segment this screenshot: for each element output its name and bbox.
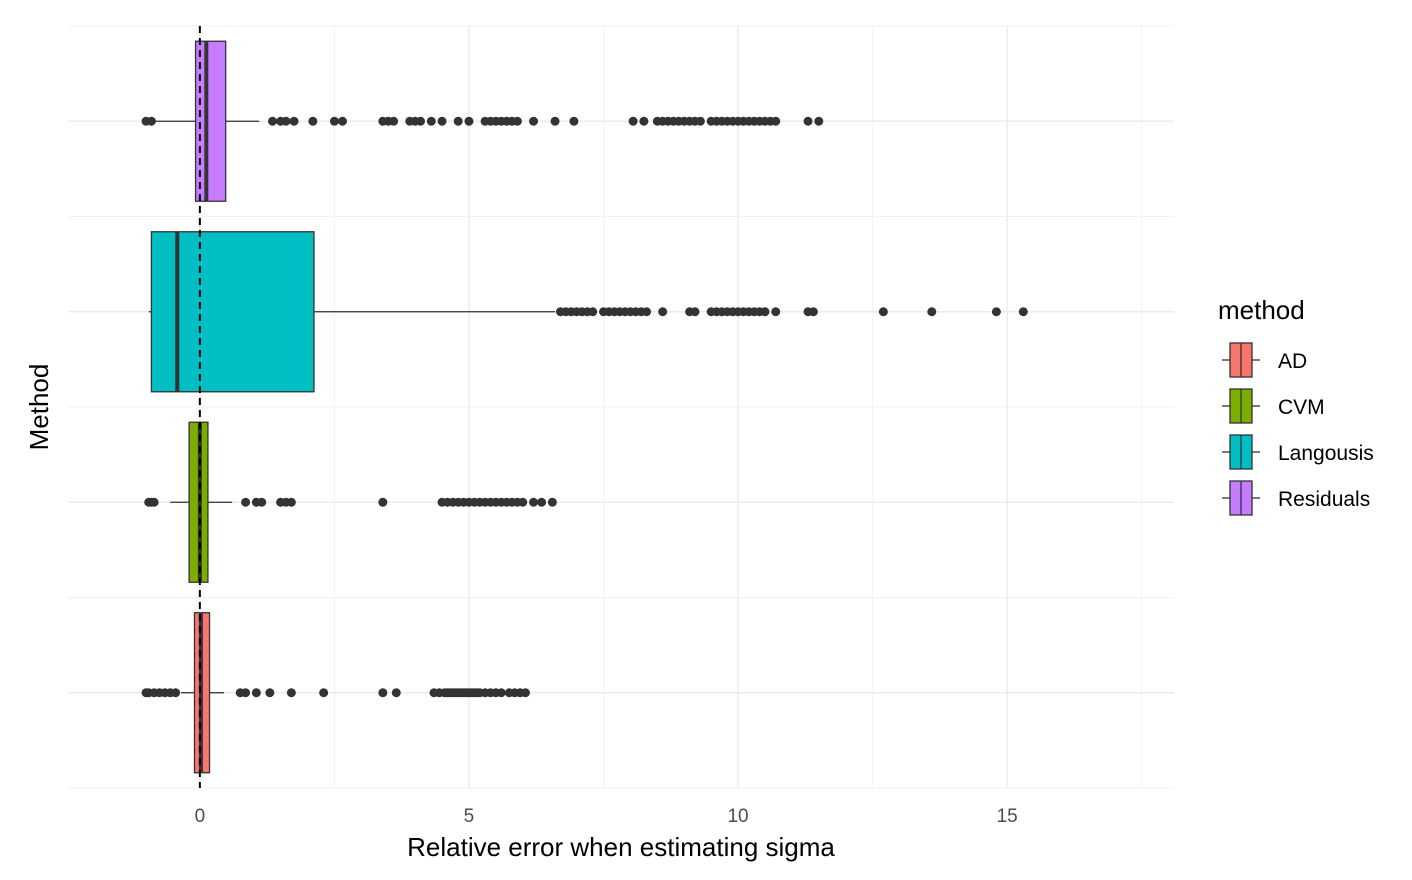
legend-label: CVM bbox=[1278, 396, 1325, 419]
outlier-point bbox=[416, 116, 426, 126]
legend-label: Langousis bbox=[1278, 442, 1374, 465]
outlier-point bbox=[1018, 307, 1028, 317]
outlier-point bbox=[814, 116, 824, 126]
outlier-point bbox=[241, 497, 251, 507]
legend-label: AD bbox=[1278, 350, 1307, 373]
outlier-point bbox=[329, 116, 339, 126]
outlier-point bbox=[547, 497, 557, 507]
box-cvm bbox=[144, 421, 557, 583]
outlier-point bbox=[639, 116, 649, 126]
legend-item-cvm: CVM bbox=[1222, 388, 1325, 424]
outlier-point bbox=[378, 688, 388, 698]
legend-title: method bbox=[1218, 295, 1305, 325]
outlier-point bbox=[146, 116, 156, 126]
outlier-point bbox=[512, 116, 522, 126]
outlier-point bbox=[588, 307, 598, 317]
outlier-point bbox=[308, 116, 318, 126]
outlier-point bbox=[878, 307, 888, 317]
outlier-point bbox=[537, 497, 547, 507]
box-residuals bbox=[141, 40, 824, 202]
outlier-point bbox=[569, 116, 579, 126]
outlier-point bbox=[286, 688, 296, 698]
outlier-point bbox=[391, 688, 401, 698]
outlier-point bbox=[927, 307, 937, 317]
outlier-point bbox=[289, 116, 299, 126]
outlier-point bbox=[690, 307, 700, 317]
grid bbox=[68, 25, 1174, 789]
outlier-point bbox=[518, 497, 528, 507]
outlier-point bbox=[171, 688, 181, 698]
outlier-point bbox=[628, 116, 638, 126]
outlier-point bbox=[337, 116, 347, 126]
outlier-point bbox=[808, 307, 818, 317]
outlier-point bbox=[529, 116, 539, 126]
outlier-point bbox=[695, 116, 705, 126]
outlier-point bbox=[149, 497, 159, 507]
outlier-point bbox=[426, 116, 436, 126]
outlier-point bbox=[464, 116, 474, 126]
outlier-point bbox=[319, 688, 329, 698]
outlier-point bbox=[529, 497, 539, 507]
outlier-point bbox=[771, 116, 781, 126]
legend: method AD CVM Langousis Residuals bbox=[1218, 295, 1374, 516]
outlier-point bbox=[257, 497, 267, 507]
x-tick-label: 5 bbox=[464, 806, 475, 827]
outlier-point bbox=[520, 688, 530, 698]
x-tick-label: 0 bbox=[195, 806, 206, 827]
outlier-point bbox=[389, 116, 399, 126]
legend-label: Residuals bbox=[1278, 488, 1370, 511]
legend-item-langousis: Langousis bbox=[1222, 434, 1374, 470]
box-ad bbox=[141, 612, 530, 774]
outlier-point bbox=[658, 307, 668, 317]
outlier-point bbox=[991, 307, 1001, 317]
box-langousis bbox=[148, 231, 1028, 393]
outlier-point bbox=[286, 497, 296, 507]
outlier-point bbox=[453, 116, 463, 126]
outlier-point bbox=[760, 307, 770, 317]
outlier-point bbox=[241, 688, 251, 698]
outlier-point bbox=[550, 116, 560, 126]
legend-item-ad: AD bbox=[1222, 342, 1307, 378]
outlier-point bbox=[378, 497, 388, 507]
outlier-point bbox=[496, 688, 506, 698]
x-axis-title: Relative error when estimating sigma bbox=[407, 832, 835, 862]
outlier-point bbox=[771, 307, 781, 317]
x-tick-labels: 0 5 10 15 bbox=[195, 806, 1018, 827]
outlier-point bbox=[642, 307, 652, 317]
y-axis-title: Method bbox=[24, 364, 54, 451]
outlier-point bbox=[803, 116, 813, 126]
legend-item-residuals: Residuals bbox=[1222, 480, 1370, 516]
outlier-point bbox=[265, 688, 275, 698]
x-tick-label: 10 bbox=[727, 806, 748, 827]
outlier-point bbox=[437, 116, 447, 126]
outlier-point bbox=[281, 116, 291, 126]
outlier-point bbox=[268, 116, 278, 126]
outlier-point bbox=[251, 688, 261, 698]
x-tick-label: 15 bbox=[997, 806, 1018, 827]
